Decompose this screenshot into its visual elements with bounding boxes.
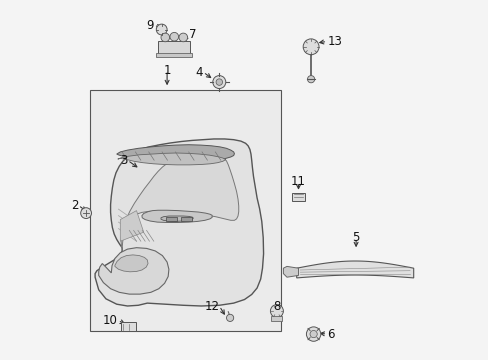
Polygon shape	[121, 155, 238, 248]
Bar	[166, 217, 177, 221]
Text: 8: 8	[273, 300, 280, 312]
Polygon shape	[283, 266, 298, 277]
Polygon shape	[99, 248, 168, 294]
Circle shape	[216, 79, 222, 85]
Circle shape	[270, 305, 283, 318]
Text: 13: 13	[326, 35, 342, 48]
Circle shape	[303, 39, 318, 55]
Circle shape	[306, 327, 320, 341]
Text: 11: 11	[290, 175, 305, 188]
Text: 4: 4	[195, 66, 203, 78]
Text: 10: 10	[102, 314, 118, 327]
Bar	[156, 53, 192, 57]
Bar	[181, 217, 192, 221]
Circle shape	[212, 76, 225, 89]
Circle shape	[161, 33, 169, 42]
Polygon shape	[120, 211, 143, 241]
Circle shape	[309, 330, 317, 338]
Polygon shape	[142, 210, 212, 222]
Text: 5: 5	[352, 231, 359, 244]
Circle shape	[226, 314, 233, 321]
Circle shape	[81, 208, 91, 219]
Polygon shape	[118, 153, 225, 165]
Bar	[271, 316, 282, 321]
Circle shape	[170, 32, 178, 41]
Bar	[121, 322, 136, 331]
Bar	[291, 193, 305, 201]
Bar	[158, 41, 190, 54]
Text: 1: 1	[163, 64, 170, 77]
Bar	[89, 90, 280, 331]
Polygon shape	[117, 145, 234, 162]
Polygon shape	[95, 139, 263, 306]
Text: 3: 3	[120, 154, 127, 167]
Text: 6: 6	[326, 328, 334, 341]
Text: 12: 12	[204, 300, 219, 312]
Circle shape	[307, 76, 314, 83]
Text: 9: 9	[146, 19, 153, 32]
Text: 7: 7	[188, 28, 196, 41]
Polygon shape	[296, 261, 413, 278]
Text: 2: 2	[71, 199, 78, 212]
Polygon shape	[161, 216, 193, 221]
Polygon shape	[115, 255, 148, 272]
Circle shape	[156, 24, 167, 35]
Circle shape	[179, 33, 187, 42]
